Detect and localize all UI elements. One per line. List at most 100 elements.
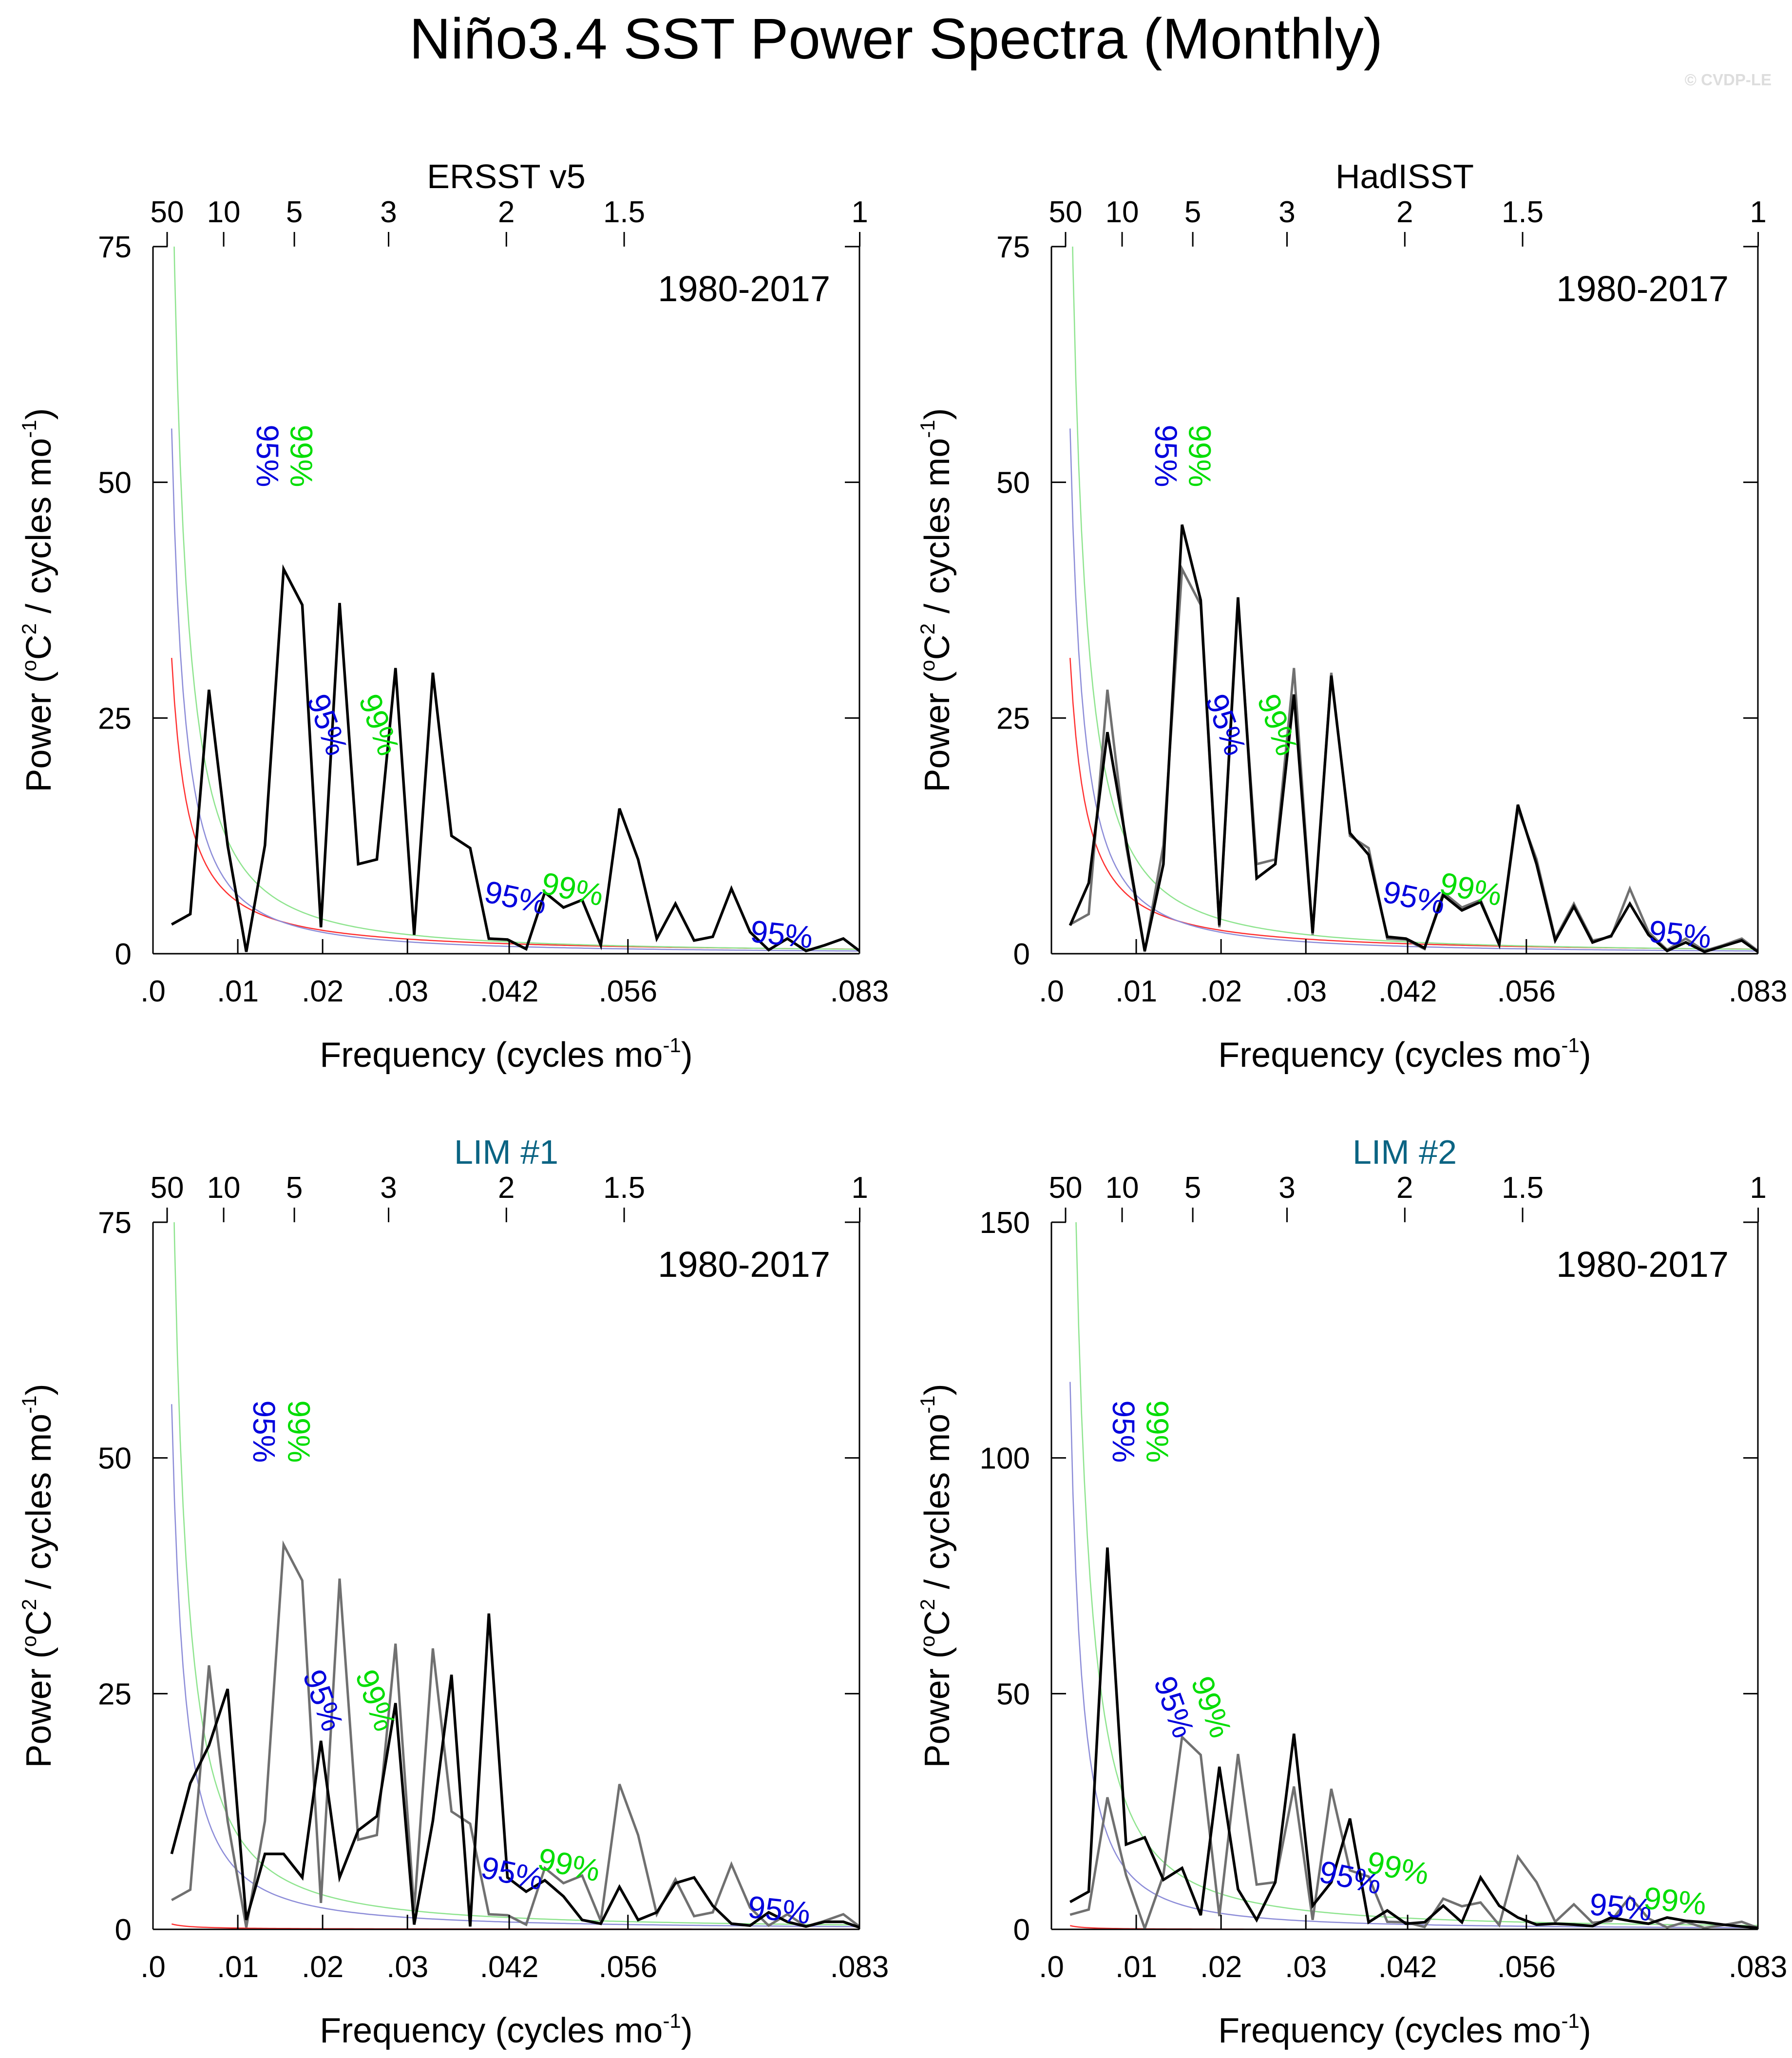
top-tick-label: 3 [380, 195, 397, 229]
x-axis-label: Frequency (cycles mo-1) [1218, 2009, 1591, 2050]
top-tick-label: 50 [1049, 195, 1083, 229]
y-tick-label: 150 [980, 1206, 1030, 1240]
x-tick-label: .056 [1497, 975, 1556, 1008]
y-tick-label: 50 [98, 1442, 132, 1476]
y-axis-label: Power (oC2 / cycles mo-1) [18, 408, 58, 792]
y-axis-label: Power (oC2 / cycles mo-1) [18, 1384, 58, 1768]
x-tick-label: .0 [1039, 975, 1064, 1008]
top-tick-label: 2 [1396, 195, 1413, 229]
y-tick-label: 75 [996, 231, 1030, 264]
credit-watermark: © CVDP-LE [1684, 71, 1772, 89]
confidence-99-label: 99% [284, 424, 319, 487]
x-tick-label: .01 [217, 975, 259, 1008]
y-tick-label: 0 [115, 938, 132, 971]
x-tick-label: .042 [1378, 975, 1437, 1008]
confidence-95-label: 95% [247, 1400, 282, 1462]
confidence-95-label: 95% [296, 1665, 350, 1736]
top-tick-label: 1.5 [603, 195, 645, 229]
x-tick-label: .02 [302, 1950, 343, 1984]
x-tick-label: .03 [1285, 975, 1327, 1008]
top-tick-label: 5 [286, 1171, 303, 1205]
reference-spectrum-line [1069, 1734, 1758, 1929]
x-tick-label: .083 [1729, 975, 1788, 1008]
top-tick-label: 3 [1278, 1171, 1295, 1205]
y-tick-label: 25 [996, 702, 1030, 735]
top-tick-label: 5 [1184, 1171, 1201, 1205]
top-tick-label: 5 [286, 195, 303, 229]
period-label: 1980-2017 [1556, 1244, 1729, 1285]
period-label: 1980-2017 [658, 1244, 830, 1285]
y-tick-label: 75 [98, 1206, 132, 1240]
x-axis-label: Frequency (cycles mo-1) [320, 2009, 693, 2050]
x-tick-label: .02 [302, 975, 343, 1008]
top-tick-label: 1.5 [1502, 1171, 1544, 1205]
x-axis-label: Frequency (cycles mo-1) [1218, 1034, 1591, 1075]
x-tick-label: .083 [830, 975, 889, 1008]
period-label: 1980-2017 [1556, 269, 1729, 309]
x-tick-label: .042 [480, 975, 539, 1008]
confidence-99-label: 99% [281, 1400, 316, 1462]
panel-title: LIM #1 [454, 1133, 558, 1171]
confidence-95-label: 95% [746, 1889, 812, 1931]
x-tick-label: .02 [1200, 1950, 1242, 1984]
y-tick-label: 0 [1013, 938, 1030, 971]
top-tick-label: 50 [151, 1171, 184, 1205]
confidence-99-label: 99% [1140, 1400, 1175, 1462]
confidence-95-label: 95% [1647, 914, 1713, 955]
x-tick-label: .083 [830, 1950, 889, 1984]
x-tick-label: .083 [1729, 1950, 1788, 1984]
confidence-99-label: 99% [1182, 424, 1217, 487]
x-tick-label: .02 [1200, 975, 1242, 1008]
top-tick-label: 1.5 [603, 1171, 645, 1205]
x-tick-label: .01 [217, 1950, 259, 1984]
panel-title: ERSST v5 [427, 157, 586, 195]
top-tick-label: 2 [1396, 1171, 1413, 1205]
spectrum-line [1068, 524, 1758, 954]
y-tick-label: 0 [115, 1913, 132, 1947]
top-tick-label: 2 [498, 195, 515, 229]
confidence-95-curve [1069, 1382, 1758, 1928]
y-tick-label: 50 [996, 1677, 1030, 1711]
top-tick-label: 10 [1106, 1171, 1139, 1205]
y-tick-label: 25 [98, 1677, 132, 1711]
y-tick-label: 50 [996, 466, 1030, 500]
confidence-99-label: 99% [1642, 1880, 1708, 1922]
top-tick-label: 1 [1750, 195, 1766, 229]
top-tick-label: 2 [498, 1171, 515, 1205]
top-tick-label: 10 [1106, 195, 1139, 229]
panel-title: HadISST [1335, 157, 1474, 195]
confidence-99-label: 99% [349, 1665, 403, 1736]
panel-4: 95%99%95%99%95%99%95%99%.0.01.02.03.042.… [916, 1133, 1788, 2050]
confidence-99-curve [1072, 247, 1758, 950]
x-tick-label: .03 [386, 975, 428, 1008]
y-tick-label: 0 [1013, 1913, 1030, 1947]
top-tick-label: 5 [1184, 195, 1201, 229]
top-tick-label: 3 [1278, 195, 1295, 229]
x-tick-label: .03 [1285, 1950, 1327, 1984]
x-tick-label: .056 [598, 1950, 657, 1984]
x-tick-label: .042 [480, 1950, 539, 1984]
top-tick-label: 1 [851, 195, 868, 229]
x-tick-label: .056 [598, 975, 657, 1008]
y-tick-label: 75 [98, 231, 132, 264]
panel-1: 95%99%95%99%95%99%95%.0.01.02.03.042.056… [18, 157, 889, 1075]
panel-2: 95%99%95%99%95%99%95%.0.01.02.03.042.056… [916, 157, 1788, 1075]
top-tick-label: 10 [207, 195, 241, 229]
top-tick-label: 1 [851, 1171, 868, 1205]
x-tick-label: .0 [140, 975, 166, 1008]
figure-title: Niño3.4 SST Power Spectra (Monthly) [409, 7, 1383, 71]
x-tick-label: .056 [1497, 1950, 1556, 1984]
x-tick-label: .0 [1039, 1950, 1064, 1984]
confidence-99-label: 99% [1437, 866, 1505, 913]
confidence-95-label: 95% [1148, 424, 1183, 487]
top-tick-label: 50 [151, 195, 184, 229]
reference-spectrum-line [171, 1540, 859, 1928]
confidence-95-label: 95% [250, 424, 285, 487]
confidence-99-curve [173, 247, 859, 950]
y-axis-label: Power (oC2 / cycles mo-1) [916, 408, 957, 792]
x-tick-label: .0 [140, 1950, 166, 1984]
x-tick-label: .01 [1115, 975, 1157, 1008]
spectrum-line [171, 564, 859, 953]
confidence-99-curve [173, 1222, 859, 1926]
